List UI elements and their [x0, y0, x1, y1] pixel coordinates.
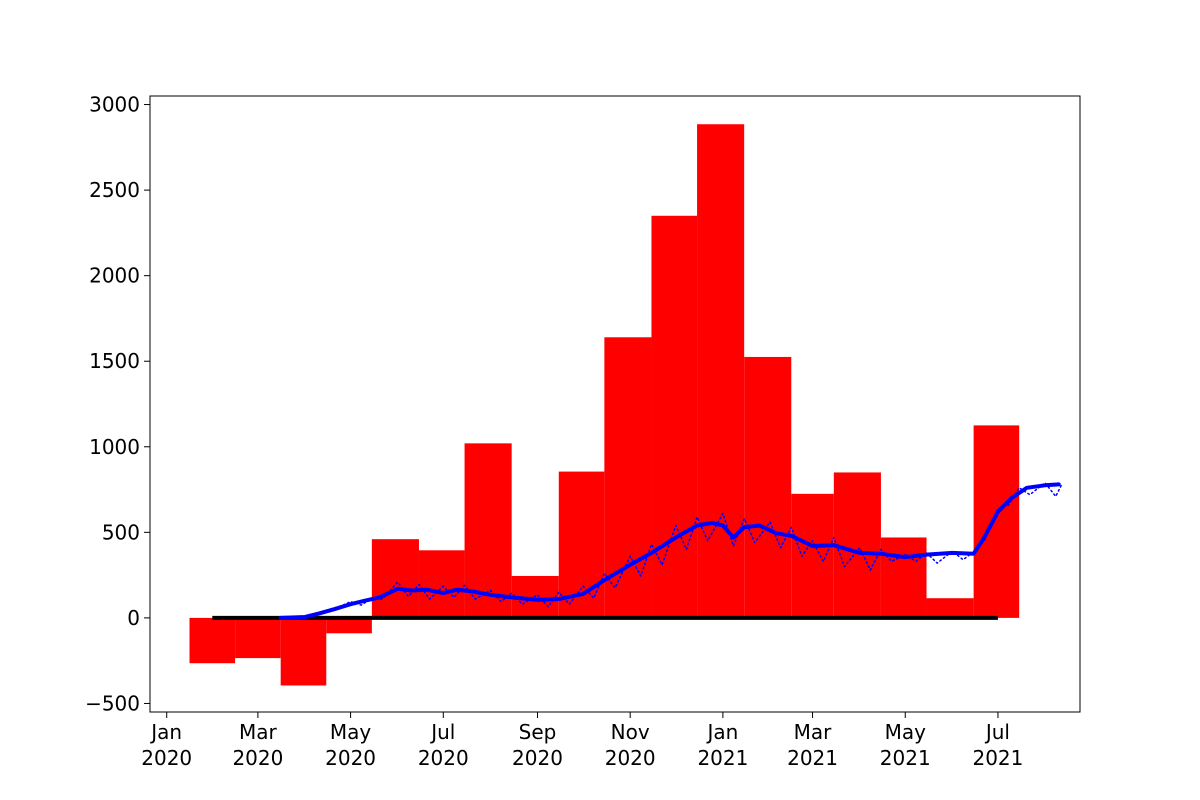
- bar: [744, 356, 792, 618]
- x-tick-label: Mar: [239, 720, 278, 744]
- y-tick-label: 0: [127, 606, 140, 630]
- bar: [973, 425, 1020, 618]
- bar: [604, 337, 652, 618]
- y-tick-label: −500: [85, 691, 140, 715]
- y-tick-label: 2500: [89, 178, 140, 202]
- x-tick-label-year: 2020: [418, 746, 469, 770]
- y-tick-label: 3000: [89, 93, 140, 117]
- x-tick-label: Nov: [611, 720, 650, 744]
- x-tick-label-year: 2021: [972, 746, 1023, 770]
- x-tick-label-year: 2020: [512, 746, 563, 770]
- series-layer: [278, 481, 1063, 620]
- bar: [697, 124, 745, 618]
- bar: [880, 537, 927, 618]
- bar: [189, 617, 236, 664]
- series-line-average: [278, 482, 1061, 620]
- x-tick-label: Jul: [429, 720, 455, 744]
- x-tick-label: Jul: [984, 720, 1010, 744]
- x-tick-label: Jan: [149, 720, 182, 744]
- y-tick-label: 1500: [89, 349, 140, 373]
- y-tick-label: 2000: [89, 264, 140, 288]
- x-tick-label-year: 2020: [232, 746, 283, 770]
- x-tick-label-year: 2021: [697, 746, 748, 770]
- x-tick-label-year: 2021: [880, 746, 931, 770]
- bar: [833, 472, 881, 618]
- bar: [791, 493, 834, 618]
- bar: [326, 617, 372, 634]
- bar: [418, 550, 465, 618]
- x-tick-label: May: [330, 720, 372, 744]
- bar: [926, 598, 974, 618]
- x-tick-label: Mar: [794, 720, 833, 744]
- x-tick-label-year: 2020: [325, 746, 376, 770]
- bar: [280, 617, 327, 686]
- bar: [235, 617, 281, 659]
- x-tick-label: May: [885, 720, 927, 744]
- y-tick-label: 500: [102, 520, 140, 544]
- y-tick-label: 1000: [89, 435, 140, 459]
- x-tick-label-year: 2021: [787, 746, 838, 770]
- bars-layer: [189, 124, 1020, 686]
- x-tick-label-year: 2020: [605, 746, 656, 770]
- x-tick-label: Sep: [519, 720, 557, 744]
- plot-area-frame: [149, 95, 1081, 713]
- x-axis: Jan2020Mar2020May2020Jul2020Sep2020Nov20…: [141, 712, 1023, 770]
- bar: [464, 443, 512, 618]
- bar: [371, 539, 419, 618]
- bar: [651, 215, 698, 618]
- x-tick-label-year: 2020: [141, 746, 192, 770]
- y-axis: 3000 2500 2000 1500 1000 500 0 −500: [85, 93, 150, 715]
- x-tick-label: Jan: [705, 720, 738, 744]
